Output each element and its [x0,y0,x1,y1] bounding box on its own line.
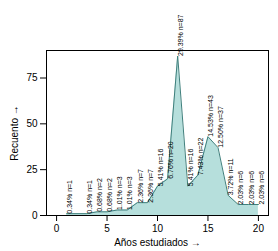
svg-text:0.34% n=1: 0.34% n=1 [86,180,93,214]
svg-text:10: 10 [152,223,164,234]
svg-text:0.34% n=1: 0.34% n=1 [66,180,73,214]
svg-text:2.03% n=6: 2.03% n=6 [237,171,244,205]
svg-text:15: 15 [202,223,214,234]
svg-text:0.68% n=2: 0.68% n=2 [106,178,113,212]
svg-text:25: 25 [26,164,38,175]
svg-text:3.72% n=11: 3.72% n=11 [227,158,234,195]
svg-text:6.76% n=20: 6.76% n=20 [167,141,174,179]
svg-text:29.39% n=87: 29.39% n=87 [177,14,184,56]
svg-text:Años estudiados →: Años estudiados → [114,237,201,248]
svg-text:1.01% n=3: 1.01% n=3 [116,176,123,210]
svg-text:12.50% n=37: 12.50% n=37 [217,106,224,148]
svg-text:0.68% n=2: 0.68% n=2 [96,178,103,212]
svg-text:2.03% n=6: 2.03% n=6 [248,171,255,205]
svg-text:50: 50 [26,118,38,129]
svg-text:5.41% n=16: 5.41% n=16 [187,148,194,186]
svg-text:2.03% n=6: 2.03% n=6 [258,171,265,205]
svg-text:2.36% n=7: 2.36% n=7 [147,169,154,203]
svg-text:1.01% n=3: 1.01% n=3 [126,176,133,210]
svg-text:7.43% n=22: 7.43% n=22 [197,137,204,175]
svg-text:75: 75 [26,72,38,83]
svg-text:5.41% n=16: 5.41% n=16 [157,148,164,186]
svg-text:0: 0 [54,223,60,234]
svg-text:5: 5 [104,223,110,234]
svg-text:14.53% n=43: 14.53% n=43 [207,95,214,137]
svg-text:0: 0 [32,210,38,221]
svg-text:Recuento →: Recuento → [9,105,20,161]
svg-text:20: 20 [253,223,265,234]
svg-text:2.36% n=7: 2.36% n=7 [137,169,144,203]
